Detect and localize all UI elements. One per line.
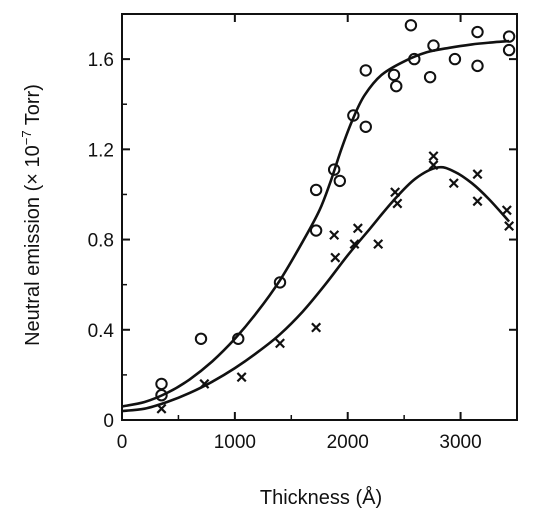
- data-point-cross: [373, 239, 384, 250]
- data-point-circle: [502, 30, 516, 43]
- data-point-circle: [408, 52, 421, 66]
- data-point-cross: [199, 378, 210, 389]
- data-point-circle: [404, 19, 418, 32]
- x-tick-label: 2000: [327, 432, 369, 453]
- data-point-cross: [472, 196, 483, 207]
- x-axis-title: Thickness (Å): [260, 486, 382, 509]
- data-point-circle: [194, 332, 208, 345]
- data-point-circle: [155, 388, 168, 402]
- data-point-circle: [273, 276, 287, 289]
- data-point-cross: [349, 239, 360, 250]
- data-points: [155, 19, 516, 414]
- data-point-circle: [232, 332, 245, 345]
- y-tick-label: 1.2: [88, 140, 114, 161]
- fit-curve-series-1: [121, 39, 510, 408]
- y-axis-title-prefix: Neutral emission (× 10: [22, 145, 44, 346]
- plot-area-border: [121, 13, 518, 421]
- data-point-circle: [448, 52, 462, 66]
- data-point-circle: [502, 43, 516, 57]
- data-point-cross: [390, 187, 401, 198]
- y-tick-label: 1.6: [88, 50, 114, 71]
- data-point-cross: [448, 178, 459, 189]
- data-point-cross: [330, 252, 341, 263]
- y-axis-title-suffix: Torr): [22, 84, 44, 130]
- x-axis-ticks: 0 1000 2000 3000: [117, 14, 482, 453]
- data-point-circle: [471, 25, 484, 39]
- data-point-cross: [472, 169, 483, 180]
- data-point-circle: [423, 70, 437, 84]
- data-point-cross: [428, 151, 439, 162]
- data-point-cross: [428, 160, 439, 171]
- data-point-circle: [309, 183, 323, 197]
- data-point-circle: [390, 79, 403, 93]
- data-point-cross: [504, 221, 515, 232]
- data-point-circle: [359, 64, 372, 77]
- data-point-cross: [311, 322, 322, 333]
- x-tick-label: 1000: [214, 432, 256, 453]
- data-point-circle: [471, 59, 484, 73]
- y-axis-title-exponent: −7: [19, 130, 34, 145]
- data-point-circle: [347, 109, 360, 122]
- plot-frame: [121, 13, 518, 421]
- y-tick-label: 0: [103, 411, 114, 432]
- data-point-circle: [327, 163, 341, 176]
- data-point-circle: [333, 174, 347, 188]
- data-point-cross: [501, 205, 512, 216]
- data-point-circle: [427, 39, 440, 52]
- y-axis-ticks: 0 0.4 0.8 1.2 1.6: [88, 13, 517, 432]
- data-point-cross: [352, 223, 363, 234]
- data-point-circle: [359, 120, 372, 133]
- data-point-circle: [309, 224, 323, 237]
- data-point-cross: [275, 338, 285, 349]
- x-tick-label: 0: [117, 432, 128, 453]
- data-point-circle: [387, 68, 401, 82]
- data-point-cross: [392, 198, 403, 209]
- data-point-circle: [155, 377, 168, 391]
- data-point-cross: [329, 230, 340, 241]
- y-tick-label: 0.8: [88, 231, 114, 252]
- data-point-cross: [236, 372, 247, 383]
- fit-curve-series-2: [121, 165, 511, 413]
- y-axis-title: Neutral emission (× 10−7 Torr): [19, 84, 44, 346]
- data-point-cross: [156, 403, 167, 414]
- y-tick-label: 0.4: [88, 321, 115, 342]
- x-tick-label: 3000: [439, 432, 481, 453]
- fit-curves: [121, 39, 511, 413]
